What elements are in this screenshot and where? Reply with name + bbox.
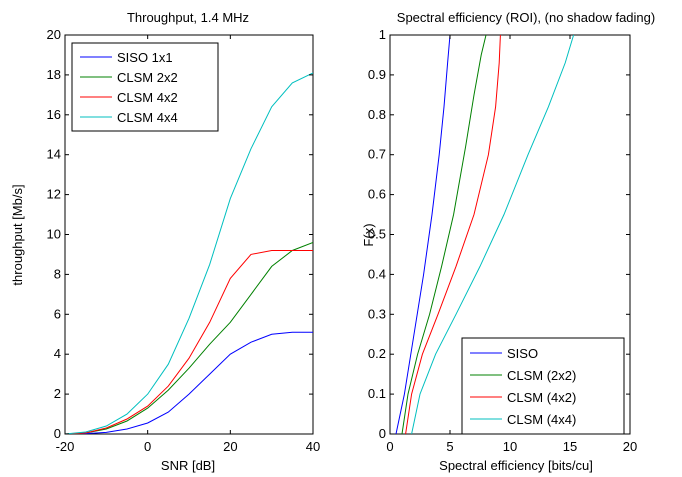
- spectral-efficiency-ytick-label: 0.9: [368, 67, 386, 82]
- throughput-ytick-label: 12: [47, 187, 61, 202]
- spectral-efficiency-ytick-label: 1: [379, 27, 386, 42]
- spectral-efficiency-ytick-label: 0.2: [368, 346, 386, 361]
- throughput-ytick-label: 14: [47, 147, 61, 162]
- spectral-efficiency-series-line-1: [395, 35, 451, 434]
- throughput-series-line-4: [65, 72, 313, 434]
- spectral-efficiency-chart-title: Spectral efficiency (ROI), (no shadow fa…: [397, 10, 655, 25]
- throughput-chart-ylabel: throughput [Mb/s]: [10, 184, 25, 285]
- throughput-ytick-label: 18: [47, 67, 61, 82]
- throughput-series-line-2: [65, 242, 313, 434]
- spectral-efficiency-series-line-3: [405, 35, 501, 434]
- spectral-efficiency-chart-ylabel: F(x): [361, 223, 376, 246]
- throughput-series-group: [65, 72, 313, 434]
- spectral-efficiency-legend-label-2: CLSM (2x2): [507, 368, 576, 383]
- throughput-ytick-label: 20: [47, 27, 61, 42]
- throughput-legend-label-4: CLSM 4x4: [117, 110, 178, 125]
- spectral-efficiency-chart-panel: Spectral efficiency (ROI), (no shadow fa…: [361, 10, 655, 473]
- spectral-efficiency-legend-box: [461, 337, 625, 435]
- throughput-ytick-label: 0: [54, 426, 61, 441]
- spectral-efficiency-xtick-label: 10: [503, 439, 517, 454]
- spectral-efficiency-ytick-label: 0.8: [368, 107, 386, 122]
- spectral-efficiency-series-line-2: [401, 35, 487, 434]
- throughput-legend-label-1: SISO 1x1: [117, 50, 173, 65]
- spectral-efficiency-ytick-label: 0.5: [368, 227, 386, 242]
- spectral-efficiency-xtick-label: 0: [386, 439, 393, 454]
- spectral-efficiency-legend-label-3: CLSM (4x2): [507, 390, 576, 405]
- throughput-legend-box: [71, 42, 219, 132]
- throughput-xtick-label: 0: [144, 439, 151, 454]
- throughput-legend-label-3: CLSM 4x2: [117, 90, 178, 105]
- spectral-efficiency-xtick-label: 20: [623, 439, 637, 454]
- spectral-efficiency-legend-label-4: CLSM (4x4): [507, 412, 576, 427]
- spectral-efficiency-xtick-label: 5: [446, 439, 453, 454]
- throughput-chart-panel: Throughput, 1.4 MHz SNR [dB] throughput …: [10, 10, 320, 473]
- spectral-efficiency-ytick-label: 0.1: [368, 386, 386, 401]
- spectral-efficiency-legend: SISO CLSM (2x2) CLSM (4x2) CLSM (4x4): [461, 337, 625, 435]
- spectral-efficiency-ytick-label: 0.7: [368, 147, 386, 162]
- throughput-chart-title: Throughput, 1.4 MHz: [127, 10, 249, 25]
- spectral-efficiency-ytick-label: 0.4: [368, 266, 386, 281]
- spectral-efficiency-ytick-label: 0.3: [368, 306, 386, 321]
- spectral-efficiency-ytick-label: 0: [379, 426, 386, 441]
- spectral-efficiency-chart-xlabel: Spectral efficiency [bits/cu]: [439, 458, 593, 473]
- spectral-efficiency-legend-label-1: SISO: [507, 346, 538, 361]
- throughput-series-line-1: [65, 331, 313, 434]
- throughput-series-line-3: [65, 250, 313, 434]
- throughput-xtick-label: -20: [56, 439, 75, 454]
- throughput-ytick-label: 6: [54, 306, 61, 321]
- throughput-xtick-label: 40: [306, 439, 320, 454]
- throughput-legend-label-2: CLSM 2x2: [117, 70, 178, 85]
- throughput-ytick-label: 16: [47, 107, 61, 122]
- throughput-chart-xlabel: SNR [dB]: [161, 458, 215, 473]
- spectral-efficiency-series-line-4: [411, 35, 575, 434]
- throughput-xtick-label: 20: [223, 439, 237, 454]
- spectral-efficiency-series-group: [395, 35, 575, 434]
- throughput-ytick-label: 8: [54, 266, 61, 281]
- throughput-ytick-label: 2: [54, 386, 61, 401]
- throughput-ytick-label: 10: [47, 227, 61, 242]
- spectral-efficiency-ytick-label: 0.6: [368, 187, 386, 202]
- throughput-ytick-label: 4: [54, 346, 61, 361]
- spectral-efficiency-xtick-label: 15: [563, 439, 577, 454]
- throughput-legend: SISO 1x1 CLSM 2x2 CLSM 4x2 CLSM 4x4: [71, 42, 219, 132]
